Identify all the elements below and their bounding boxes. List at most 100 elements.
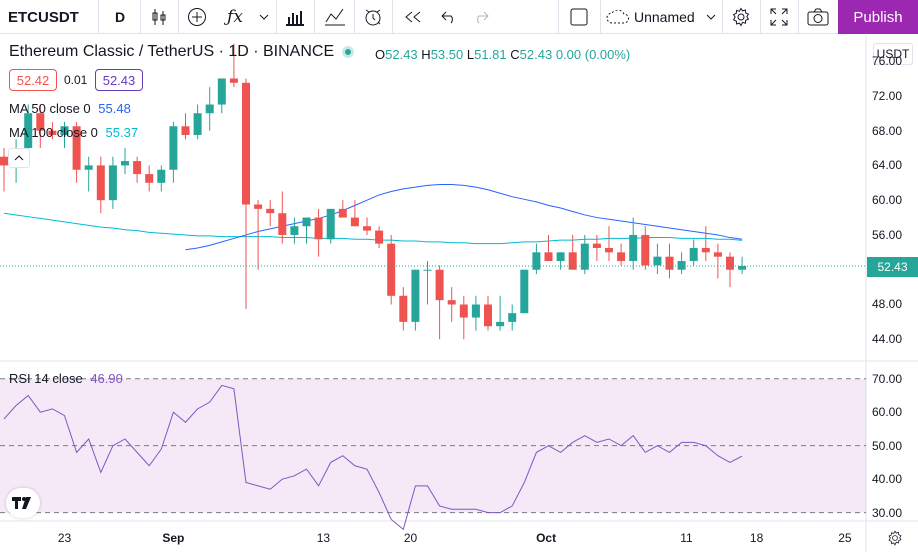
candle-body — [568, 252, 577, 270]
candle-body — [193, 113, 202, 135]
price-tick-label: 44.00 — [872, 332, 903, 347]
ma100-legend[interactable]: MA 100 close 0 55.37 — [9, 125, 138, 140]
gear-icon[interactable] — [880, 527, 910, 549]
candle-body — [108, 165, 117, 201]
high-value: 53.50 — [430, 47, 464, 62]
candle-body — [484, 304, 492, 327]
candles-icon[interactable] — [144, 0, 174, 34]
price-tick-label: 76.00 — [872, 54, 903, 69]
candle-body — [24, 113, 33, 149]
toolbar-divider — [178, 0, 179, 34]
high-label: H — [421, 47, 431, 62]
sell-price-box[interactable]: 52.42 — [9, 69, 57, 91]
ma100-line — [3, 212, 743, 245]
interval-button[interactable]: D — [114, 9, 126, 25]
chevron-down-icon[interactable] — [254, 0, 274, 34]
candle-body — [36, 113, 45, 131]
date-tick-label: 18 — [749, 531, 764, 545]
fullscreen-icon[interactable] — [764, 0, 794, 34]
buy-price-box[interactable]: 52.43 — [95, 69, 143, 91]
close-label: C — [510, 47, 520, 62]
candle-body — [387, 243, 396, 296]
ma50-line — [185, 184, 743, 251]
price-tick-label: 68.00 — [872, 123, 903, 138]
publish-button[interactable]: Publish — [838, 0, 918, 34]
alert-icon[interactable] — [358, 0, 388, 34]
candle-body — [713, 252, 722, 257]
add-indicator-icon[interactable] — [182, 0, 212, 34]
chevron-up-icon — [14, 155, 24, 161]
low-label: L — [466, 47, 475, 62]
candle-body — [701, 247, 710, 253]
ma50-value: 55.48 — [98, 101, 131, 116]
undo-icon[interactable] — [434, 0, 464, 34]
candle-body — [471, 304, 480, 318]
gear-icon[interactable] — [726, 0, 756, 34]
candle-body — [629, 234, 638, 262]
date-tick-label: 20 — [403, 531, 418, 545]
candle-body — [266, 208, 275, 214]
redo-icon[interactable] — [466, 0, 496, 34]
candle-body — [96, 165, 105, 201]
toolbar-divider — [276, 0, 277, 34]
replay-icon[interactable] — [398, 0, 428, 34]
candle-body — [423, 269, 432, 271]
candle-body — [60, 126, 69, 135]
candle-body — [229, 78, 238, 83]
toolbar-divider — [558, 0, 559, 34]
collapse-legend-button[interactable] — [8, 148, 30, 168]
ma50-label: MA 50 close 0 — [9, 101, 91, 116]
date-tick-label: Oct — [536, 531, 557, 545]
rsi-pane — [0, 378, 866, 531]
date-tick-label: 25 — [838, 531, 852, 545]
layout-name-button[interactable]: Unnamed — [634, 9, 695, 25]
candle-body — [556, 252, 565, 262]
candle-body — [350, 217, 359, 227]
fx-icon[interactable]: ƒx — [227, 7, 243, 27]
candle-body — [48, 130, 57, 135]
candle-body — [689, 247, 698, 262]
candle-body — [326, 208, 335, 240]
candle-body — [617, 252, 626, 262]
currency-button[interactable]: USDT — [873, 43, 913, 65]
tradingview-logo[interactable] — [6, 488, 40, 518]
rsi-line — [3, 384, 743, 531]
rsi-tick-label: 70.00 — [872, 371, 903, 386]
date-tick-label: 13 — [316, 531, 331, 545]
price-tick-label: 56.00 — [872, 227, 903, 242]
candle-body — [738, 265, 747, 270]
candle-body — [580, 243, 589, 270]
candle-body — [181, 126, 190, 135]
toolbar-divider — [760, 0, 761, 34]
candle-body — [217, 78, 226, 105]
candle-body — [447, 300, 456, 305]
bar-chart-icon[interactable] — [280, 0, 310, 34]
candle-body — [278, 213, 287, 235]
ma50-legend[interactable]: MA 50 close 0 55.48 — [9, 101, 131, 116]
toolbar-divider — [722, 0, 723, 34]
toolbar-divider — [600, 0, 601, 34]
date-tick-label: 11 — [680, 531, 693, 545]
chart-title: Ethereum Classic / TetherUS · 1D · BINAN… — [9, 43, 335, 60]
layout-icon[interactable] — [562, 0, 596, 34]
candle-body — [302, 217, 311, 227]
toolbar-divider — [314, 0, 315, 34]
cloud-icon — [604, 0, 632, 34]
symbol-search-button[interactable]: ETCUSDT — [8, 8, 79, 26]
rsi-tick-label: 40.00 — [872, 472, 903, 487]
candle-body — [121, 161, 129, 166]
candle-body — [435, 269, 444, 301]
candle-body — [338, 208, 347, 218]
ma100-label: MA 100 close 0 — [9, 125, 98, 140]
last-price-label: 52.43 — [867, 257, 918, 277]
camera-icon[interactable] — [802, 0, 834, 34]
compare-icon[interactable] — [320, 0, 350, 34]
chart-area[interactable] — [0, 35, 918, 552]
candle-body — [133, 161, 142, 175]
rsi-tick-label: 50.00 — [872, 438, 903, 453]
candle-body — [399, 295, 408, 322]
candle-body — [544, 252, 553, 262]
candle-body — [592, 243, 601, 248]
rsi-legend[interactable]: RSI 14 close 46.90 — [9, 371, 123, 386]
chevron-down-icon[interactable] — [702, 0, 720, 34]
